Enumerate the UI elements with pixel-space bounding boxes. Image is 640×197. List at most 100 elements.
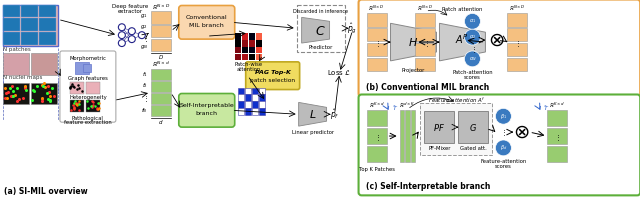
Text: (c) Self-Interpretable branch: (c) Self-Interpretable branch xyxy=(365,182,490,191)
Text: N nuclei maps: N nuclei maps xyxy=(3,75,42,80)
Text: $A^P$: $A^P$ xyxy=(456,32,470,46)
Text: $\mathbb{R}^{N\times D}$: $\mathbb{R}^{N\times D}$ xyxy=(152,3,170,12)
Text: PF-Mixer: PF-Mixer xyxy=(428,146,451,151)
Text: Heterogeneity: Heterogeneity xyxy=(69,95,107,100)
Bar xyxy=(31,53,57,75)
Bar xyxy=(237,88,244,94)
Bar xyxy=(235,40,241,46)
Text: $\otimes$: $\otimes$ xyxy=(488,31,505,50)
Text: $\hat{T}$: $\hat{T}$ xyxy=(392,103,399,113)
Bar xyxy=(39,18,56,31)
Bar xyxy=(415,58,435,71)
Text: $d$: $d$ xyxy=(158,118,164,126)
Bar xyxy=(86,100,100,112)
Bar xyxy=(237,101,244,108)
Polygon shape xyxy=(390,23,436,61)
Bar xyxy=(297,5,344,52)
Bar xyxy=(508,43,527,56)
FancyBboxPatch shape xyxy=(60,51,116,122)
Text: $\hat{p}_g$: $\hat{p}_g$ xyxy=(348,21,358,35)
Text: Pathological: Pathological xyxy=(72,116,104,121)
Bar xyxy=(415,13,435,27)
Bar xyxy=(367,13,387,27)
Text: $g_1$: $g_1$ xyxy=(140,12,148,20)
Bar xyxy=(252,88,258,94)
Bar xyxy=(458,111,488,143)
FancyBboxPatch shape xyxy=(358,0,640,97)
Bar xyxy=(244,88,251,94)
Bar xyxy=(70,100,84,112)
Text: Patch-attention: Patch-attention xyxy=(452,70,493,75)
Polygon shape xyxy=(301,17,330,43)
Text: Patch attention: Patch attention xyxy=(442,7,483,12)
Text: Top K Patches: Top K Patches xyxy=(358,167,394,172)
Bar xyxy=(237,95,244,101)
Text: feature extraction: feature extraction xyxy=(64,120,112,125)
Text: Patch-wise: Patch-wise xyxy=(235,62,263,67)
Bar xyxy=(21,18,38,31)
Bar xyxy=(249,40,255,46)
Bar xyxy=(39,32,56,45)
Bar xyxy=(249,33,255,40)
Bar xyxy=(256,33,262,40)
Bar xyxy=(86,82,100,94)
Text: branch: branch xyxy=(196,111,218,116)
Bar xyxy=(3,5,20,17)
Bar xyxy=(259,88,265,94)
Circle shape xyxy=(495,108,511,124)
Text: Conventional: Conventional xyxy=(186,15,228,20)
Bar xyxy=(415,43,435,56)
FancyBboxPatch shape xyxy=(179,94,235,127)
FancyBboxPatch shape xyxy=(358,95,640,195)
Text: $C$: $C$ xyxy=(316,25,326,38)
Text: Graph features: Graph features xyxy=(68,76,108,81)
Bar xyxy=(252,95,258,101)
Bar xyxy=(21,32,38,45)
Circle shape xyxy=(465,13,481,29)
Text: $\mathbb{R}^{N\times d}$: $\mathbb{R}^{N\times d}$ xyxy=(152,60,170,70)
Bar xyxy=(244,101,251,108)
Text: extractor: extractor xyxy=(117,9,143,14)
Text: PAG Top-K: PAG Top-K xyxy=(255,70,291,75)
Text: $\hat{p}_f$: $\hat{p}_f$ xyxy=(330,107,339,122)
Text: MIL branch: MIL branch xyxy=(189,23,224,28)
Bar xyxy=(3,5,58,46)
Bar xyxy=(547,110,567,126)
Polygon shape xyxy=(299,102,326,126)
Text: Projector: Projector xyxy=(402,68,425,73)
Bar xyxy=(235,47,241,53)
Text: $L$: $L$ xyxy=(309,108,316,120)
Text: $\mathbb{R}^{N\times D}$: $\mathbb{R}^{N\times D}$ xyxy=(417,4,434,13)
Bar xyxy=(3,83,29,104)
Circle shape xyxy=(129,28,135,35)
Bar xyxy=(235,33,241,40)
Text: $f_2$: $f_2$ xyxy=(142,81,148,90)
Bar xyxy=(399,110,404,162)
Text: (a) SI-MIL overview: (a) SI-MIL overview xyxy=(4,187,88,196)
Text: $g_N$: $g_N$ xyxy=(140,43,148,51)
Text: $\vdots$: $\vdots$ xyxy=(470,45,476,55)
FancyBboxPatch shape xyxy=(179,6,235,39)
Bar xyxy=(244,95,251,101)
Bar xyxy=(252,108,258,115)
Bar xyxy=(405,110,410,162)
Bar xyxy=(83,64,91,72)
Bar xyxy=(424,111,454,143)
Bar xyxy=(252,101,258,108)
Text: $\mathbb{R}^{K\times d}$: $\mathbb{R}^{K\times d}$ xyxy=(369,101,385,110)
Polygon shape xyxy=(440,23,485,61)
Circle shape xyxy=(129,36,135,43)
Text: $\beta_1$: $\beta_1$ xyxy=(500,112,507,121)
Text: $\vdots$: $\vdots$ xyxy=(515,39,520,49)
Bar xyxy=(411,110,415,162)
Bar xyxy=(235,54,241,60)
Bar xyxy=(242,40,248,46)
FancyBboxPatch shape xyxy=(246,62,300,90)
Text: (b) Conventional MIL branch: (b) Conventional MIL branch xyxy=(365,83,489,92)
Text: Gated att.: Gated att. xyxy=(460,146,487,151)
Bar xyxy=(151,93,171,104)
Text: $\vdots$: $\vdots$ xyxy=(500,128,506,138)
Text: patch selection: patch selection xyxy=(250,78,295,83)
Text: Morphometric: Morphometric xyxy=(69,56,106,61)
Bar xyxy=(3,32,20,45)
